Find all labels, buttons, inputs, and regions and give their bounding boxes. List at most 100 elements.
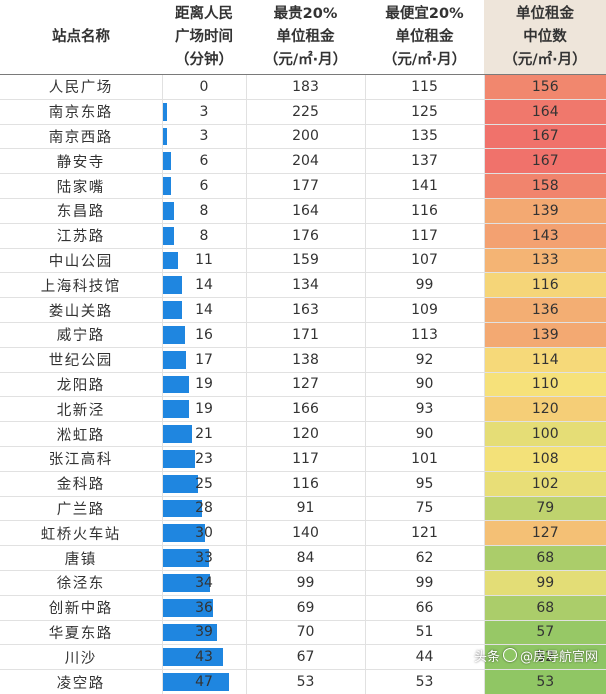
table-row: 广兰路 28 91 75 79 (0, 496, 606, 522)
bottom20-cell: 121 (365, 520, 485, 547)
table-row: 南京西路 3 200 135 167 (0, 124, 606, 150)
median-cell: 139 (484, 322, 606, 348)
median-cell: 57 (484, 620, 606, 646)
median-cell: 158 (484, 173, 606, 199)
median-cell: 133 (484, 248, 606, 274)
distance-bar (162, 276, 183, 295)
station-cell: 世纪公园 (0, 347, 163, 373)
station-cell: 华夏东路 (0, 620, 163, 646)
bottom20-cell: 75 (365, 496, 485, 522)
station-cell: 徐泾东 (0, 570, 163, 596)
table-row: 娄山关路 14 163 109 136 (0, 297, 606, 323)
distance-value: 8 (199, 227, 209, 244)
station-cell: 凌空路 (0, 669, 163, 694)
bottom20-cell: 90 (365, 421, 485, 447)
table-row: 徐泾东 34 99 99 99 (0, 570, 606, 596)
header-line: （分钟） (175, 51, 233, 68)
header-bottom20: 最便宜20% 单位租金 （元/㎡·月） (365, 0, 484, 75)
distance-cell: 25 (162, 471, 247, 497)
top20-cell: 183 (246, 74, 366, 100)
distance-cell: 28 (162, 496, 247, 522)
top20-cell: 53 (246, 669, 366, 694)
table-row: 静安寺 6 204 137 167 (0, 148, 606, 175)
station-cell: 南京东路 (0, 99, 163, 125)
header-line: 最贵20% (273, 5, 338, 22)
table-row: 淞虹路 21 120 90 100 (0, 421, 606, 447)
header-station: 站点名称 (0, 0, 162, 75)
table-row: 中山公园 11 159 107 133 (0, 248, 606, 274)
table-row: 世纪公园 17 138 92 114 (0, 347, 606, 373)
top20-cell: 159 (246, 248, 366, 274)
table-row: 金科路 25 116 95 102 (0, 471, 606, 497)
table-row: 川沙 43 67 44 52 (0, 644, 606, 671)
top20-cell: 204 (246, 148, 366, 175)
distance-bar (162, 573, 211, 592)
bottom20-cell: 44 (365, 644, 485, 671)
distance-cell: 0 (162, 74, 247, 100)
distance-cell: 30 (162, 520, 247, 547)
median-cell: 79 (484, 496, 606, 522)
median-cell: 167 (484, 148, 606, 175)
top20-cell: 200 (246, 124, 366, 150)
station-cell: 创新中路 (0, 595, 163, 621)
distance-value: 33 (195, 550, 213, 567)
median-cell: 68 (484, 545, 606, 571)
top20-cell: 140 (246, 520, 366, 547)
table-row: 东昌路 8 164 116 139 (0, 198, 606, 224)
header-line: 单位租金 (395, 28, 454, 45)
station-cell: 虹桥火车站 (0, 520, 163, 547)
distance-cell: 36 (162, 595, 247, 621)
camera-icon (502, 648, 517, 662)
table-row: 唐镇 33 84 62 68 (0, 545, 606, 571)
distance-cell: 47 (162, 669, 247, 694)
median-cell: 167 (484, 124, 606, 150)
distance-value: 36 (195, 599, 213, 616)
bottom20-cell: 51 (365, 620, 485, 646)
table-row: 北新泾 19 166 93 120 (0, 396, 606, 423)
bottom20-cell: 117 (365, 223, 485, 249)
top20-cell: 164 (246, 198, 366, 224)
distance-cell: 14 (162, 272, 247, 299)
distance-cell: 21 (162, 421, 247, 447)
distance-bar (162, 549, 209, 567)
table-body: 人民广场 0 183 115 156 南京东路 3 225 125 164 南京西路 3 200 135 1… (0, 74, 606, 694)
distance-cell: 23 (162, 446, 247, 472)
median-cell: 100 (484, 421, 606, 447)
distance-value: 3 (199, 103, 209, 120)
distance-cell: 16 (162, 322, 247, 348)
distance-value: 3 (199, 128, 209, 145)
distance-cell: 33 (162, 545, 247, 571)
station-cell: 川沙 (0, 644, 163, 671)
header-line: 站点名称 (52, 28, 110, 45)
distance-bar (162, 474, 198, 493)
distance-bar (162, 449, 195, 468)
header-line: （元/㎡·月） (263, 51, 348, 68)
table-row: 张江高科 23 117 101 108 (0, 446, 606, 472)
median-cell: 164 (484, 99, 606, 125)
station-cell: 上海科技馆 (0, 272, 163, 299)
bottom20-cell: 53 (365, 669, 485, 694)
bottom20-cell: 109 (365, 297, 485, 323)
distance-cell: 3 (162, 99, 247, 125)
station-cell: 张江高科 (0, 446, 163, 472)
top20-cell: 67 (246, 644, 366, 671)
distance-value: 28 (195, 500, 213, 517)
station-cell: 北新泾 (0, 396, 163, 423)
median-cell: 102 (484, 471, 606, 497)
distance-cell: 3 (162, 124, 247, 150)
distance-value: 34 (195, 574, 213, 591)
station-cell: 中山公园 (0, 248, 163, 274)
bottom20-cell: 135 (365, 124, 485, 150)
distance-value: 16 (195, 326, 213, 343)
distance-cell: 43 (162, 644, 247, 671)
distance-bar (162, 598, 214, 617)
station-cell: 东昌路 (0, 198, 163, 224)
bottom20-cell: 116 (365, 198, 485, 224)
distance-value: 14 (195, 302, 213, 319)
distance-cell: 8 (162, 198, 247, 224)
top20-cell: 177 (246, 173, 366, 199)
distance-cell: 6 (162, 173, 247, 199)
table-row: 上海科技馆 14 134 99 116 (0, 272, 606, 299)
header-row: 站点名称 距离人民 广场时间 （分钟） 最贵20% 单位租金 （元/㎡·月） 最… (0, 0, 606, 75)
bottom20-cell: 66 (365, 595, 485, 621)
